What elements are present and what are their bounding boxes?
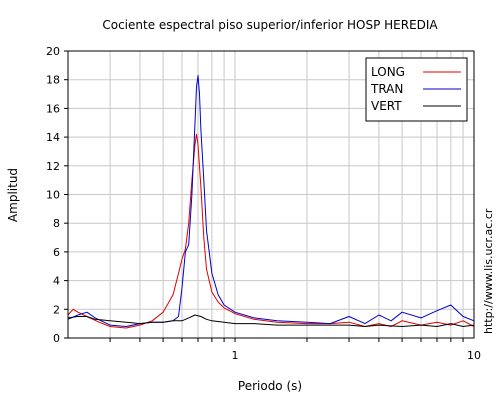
plot-frame: [67, 50, 475, 339]
y-tick-label: 12: [46, 160, 60, 173]
x-tick-label: 10: [467, 349, 481, 362]
y-tick-label: 18: [46, 74, 60, 87]
series-line-long: [67, 133, 475, 329]
y-tick-label: 14: [46, 131, 60, 144]
legend-label-tran: TRAN: [370, 82, 403, 96]
x-axis-label: Periodo (s): [238, 379, 302, 393]
y-tick-label: 2: [53, 303, 60, 316]
y-tick-label: 10: [46, 189, 60, 202]
legend-label-vert: VERT: [371, 99, 402, 113]
y-tick-label: 6: [53, 246, 60, 259]
y-axis-label: Amplitud: [6, 168, 20, 222]
legend-label-long: LONG: [371, 65, 405, 79]
y-tick-label: 0: [53, 332, 60, 345]
y-tick-label: 8: [53, 217, 60, 230]
series-lines: [67, 74, 475, 329]
y-tick-label: 20: [46, 45, 60, 58]
y-tick-label: 16: [46, 102, 60, 115]
chart-title: Cociente espectral piso superior/inferio…: [102, 18, 438, 32]
x-tick-label: 1: [232, 349, 239, 362]
y-tick-label: 4: [53, 275, 60, 288]
legend: LONG TRAN VERT: [365, 57, 468, 122]
axes: 0 2 4 6 8 10 12 14 16 18 20 1 10: [46, 45, 481, 362]
source-url: http://www.lis.ucr.ac.cr: [482, 208, 495, 334]
series-line-vert: [67, 314, 475, 327]
